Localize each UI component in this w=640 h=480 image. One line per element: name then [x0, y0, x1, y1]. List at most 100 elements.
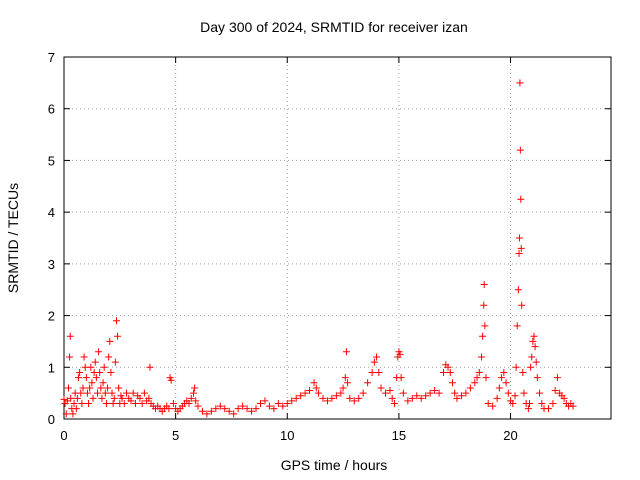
data-point	[216, 402, 224, 410]
grid-lines	[64, 57, 611, 419]
data-point	[167, 376, 175, 384]
data-point	[440, 368, 448, 376]
data-point	[388, 394, 396, 402]
data-point	[67, 394, 75, 402]
data-point	[95, 348, 103, 356]
data-point	[203, 410, 211, 418]
data-point	[515, 250, 523, 258]
data-point	[516, 79, 524, 87]
data-point	[480, 301, 488, 309]
data-point	[198, 407, 206, 415]
data-point	[513, 322, 521, 330]
data-point	[98, 394, 106, 402]
data-point	[435, 389, 443, 397]
data-point	[72, 405, 80, 413]
x-tick-label: 10	[280, 428, 294, 443]
data-point	[341, 374, 349, 382]
data-point	[489, 402, 497, 410]
axis-ticks: 0 1 2 3 4 5 6 7 0 5 10 15 20	[48, 50, 611, 443]
data-point	[422, 392, 430, 400]
data-point	[342, 348, 350, 356]
data-point	[520, 389, 528, 397]
data-point	[230, 410, 238, 418]
data-point	[375, 368, 383, 376]
data-point	[315, 389, 323, 397]
data-point	[100, 363, 108, 371]
data-point	[301, 389, 309, 397]
data-point	[312, 384, 320, 392]
data-point	[69, 410, 77, 418]
data-point	[207, 407, 215, 415]
data-point	[118, 394, 126, 402]
data-point	[480, 281, 488, 289]
data-point	[516, 146, 524, 154]
data-point	[252, 405, 260, 413]
data-point	[404, 397, 412, 405]
data-point	[519, 368, 527, 376]
data-point	[533, 374, 541, 382]
data-point	[536, 389, 544, 397]
data-point	[292, 394, 300, 402]
data-point	[526, 399, 534, 407]
data-point	[85, 399, 93, 407]
data-point	[93, 389, 101, 397]
data-point	[328, 394, 336, 402]
data-point	[569, 402, 577, 410]
data-point	[99, 379, 107, 387]
data-point	[500, 368, 508, 376]
data-point	[457, 392, 465, 400]
data-point	[466, 384, 474, 392]
x-tick-label: 5	[172, 428, 179, 443]
data-point	[102, 399, 110, 407]
data-point	[82, 374, 90, 382]
x-tick-label: 15	[392, 428, 406, 443]
data-point	[502, 379, 510, 387]
data-point	[431, 387, 439, 395]
data-point	[129, 389, 137, 397]
data-point	[495, 384, 503, 392]
data-point	[396, 350, 404, 358]
data-point	[482, 374, 490, 382]
data-point	[62, 410, 70, 418]
data-point	[544, 405, 552, 413]
data-point	[77, 389, 85, 397]
y-tick-label: 4	[48, 205, 55, 220]
data-point	[60, 395, 68, 403]
data-point	[446, 368, 454, 376]
data-point	[397, 374, 405, 382]
data-point	[530, 332, 538, 340]
data-point	[417, 394, 425, 402]
data-point	[549, 399, 557, 407]
y-tick-label: 1	[48, 360, 55, 375]
data-point	[136, 394, 144, 402]
data-point	[239, 402, 247, 410]
data-point	[66, 353, 74, 361]
data-point	[97, 384, 105, 392]
data-point	[517, 195, 525, 203]
y-tick-label: 7	[48, 50, 55, 65]
data-point	[386, 387, 394, 395]
data-point	[453, 394, 461, 402]
data-point	[78, 399, 86, 407]
data-point	[310, 379, 318, 387]
data-point	[185, 399, 193, 407]
data-point	[512, 363, 520, 371]
x-tick-label: 20	[503, 428, 517, 443]
data-point	[106, 337, 114, 345]
y-axis-label: SRMTID / TECUs	[5, 183, 21, 293]
data-point	[408, 394, 416, 402]
data-point	[390, 399, 398, 407]
data-point	[473, 374, 481, 382]
data-point	[225, 407, 233, 415]
data-point	[323, 397, 331, 405]
data-point	[120, 399, 128, 407]
data-point	[86, 384, 94, 392]
data-point	[346, 394, 354, 402]
data-point	[194, 402, 202, 410]
data-point	[270, 405, 278, 413]
y-tick-label: 0	[48, 412, 55, 427]
data-point	[64, 384, 72, 392]
data-point	[108, 389, 116, 397]
data-point	[359, 389, 367, 397]
data-point	[553, 374, 561, 382]
